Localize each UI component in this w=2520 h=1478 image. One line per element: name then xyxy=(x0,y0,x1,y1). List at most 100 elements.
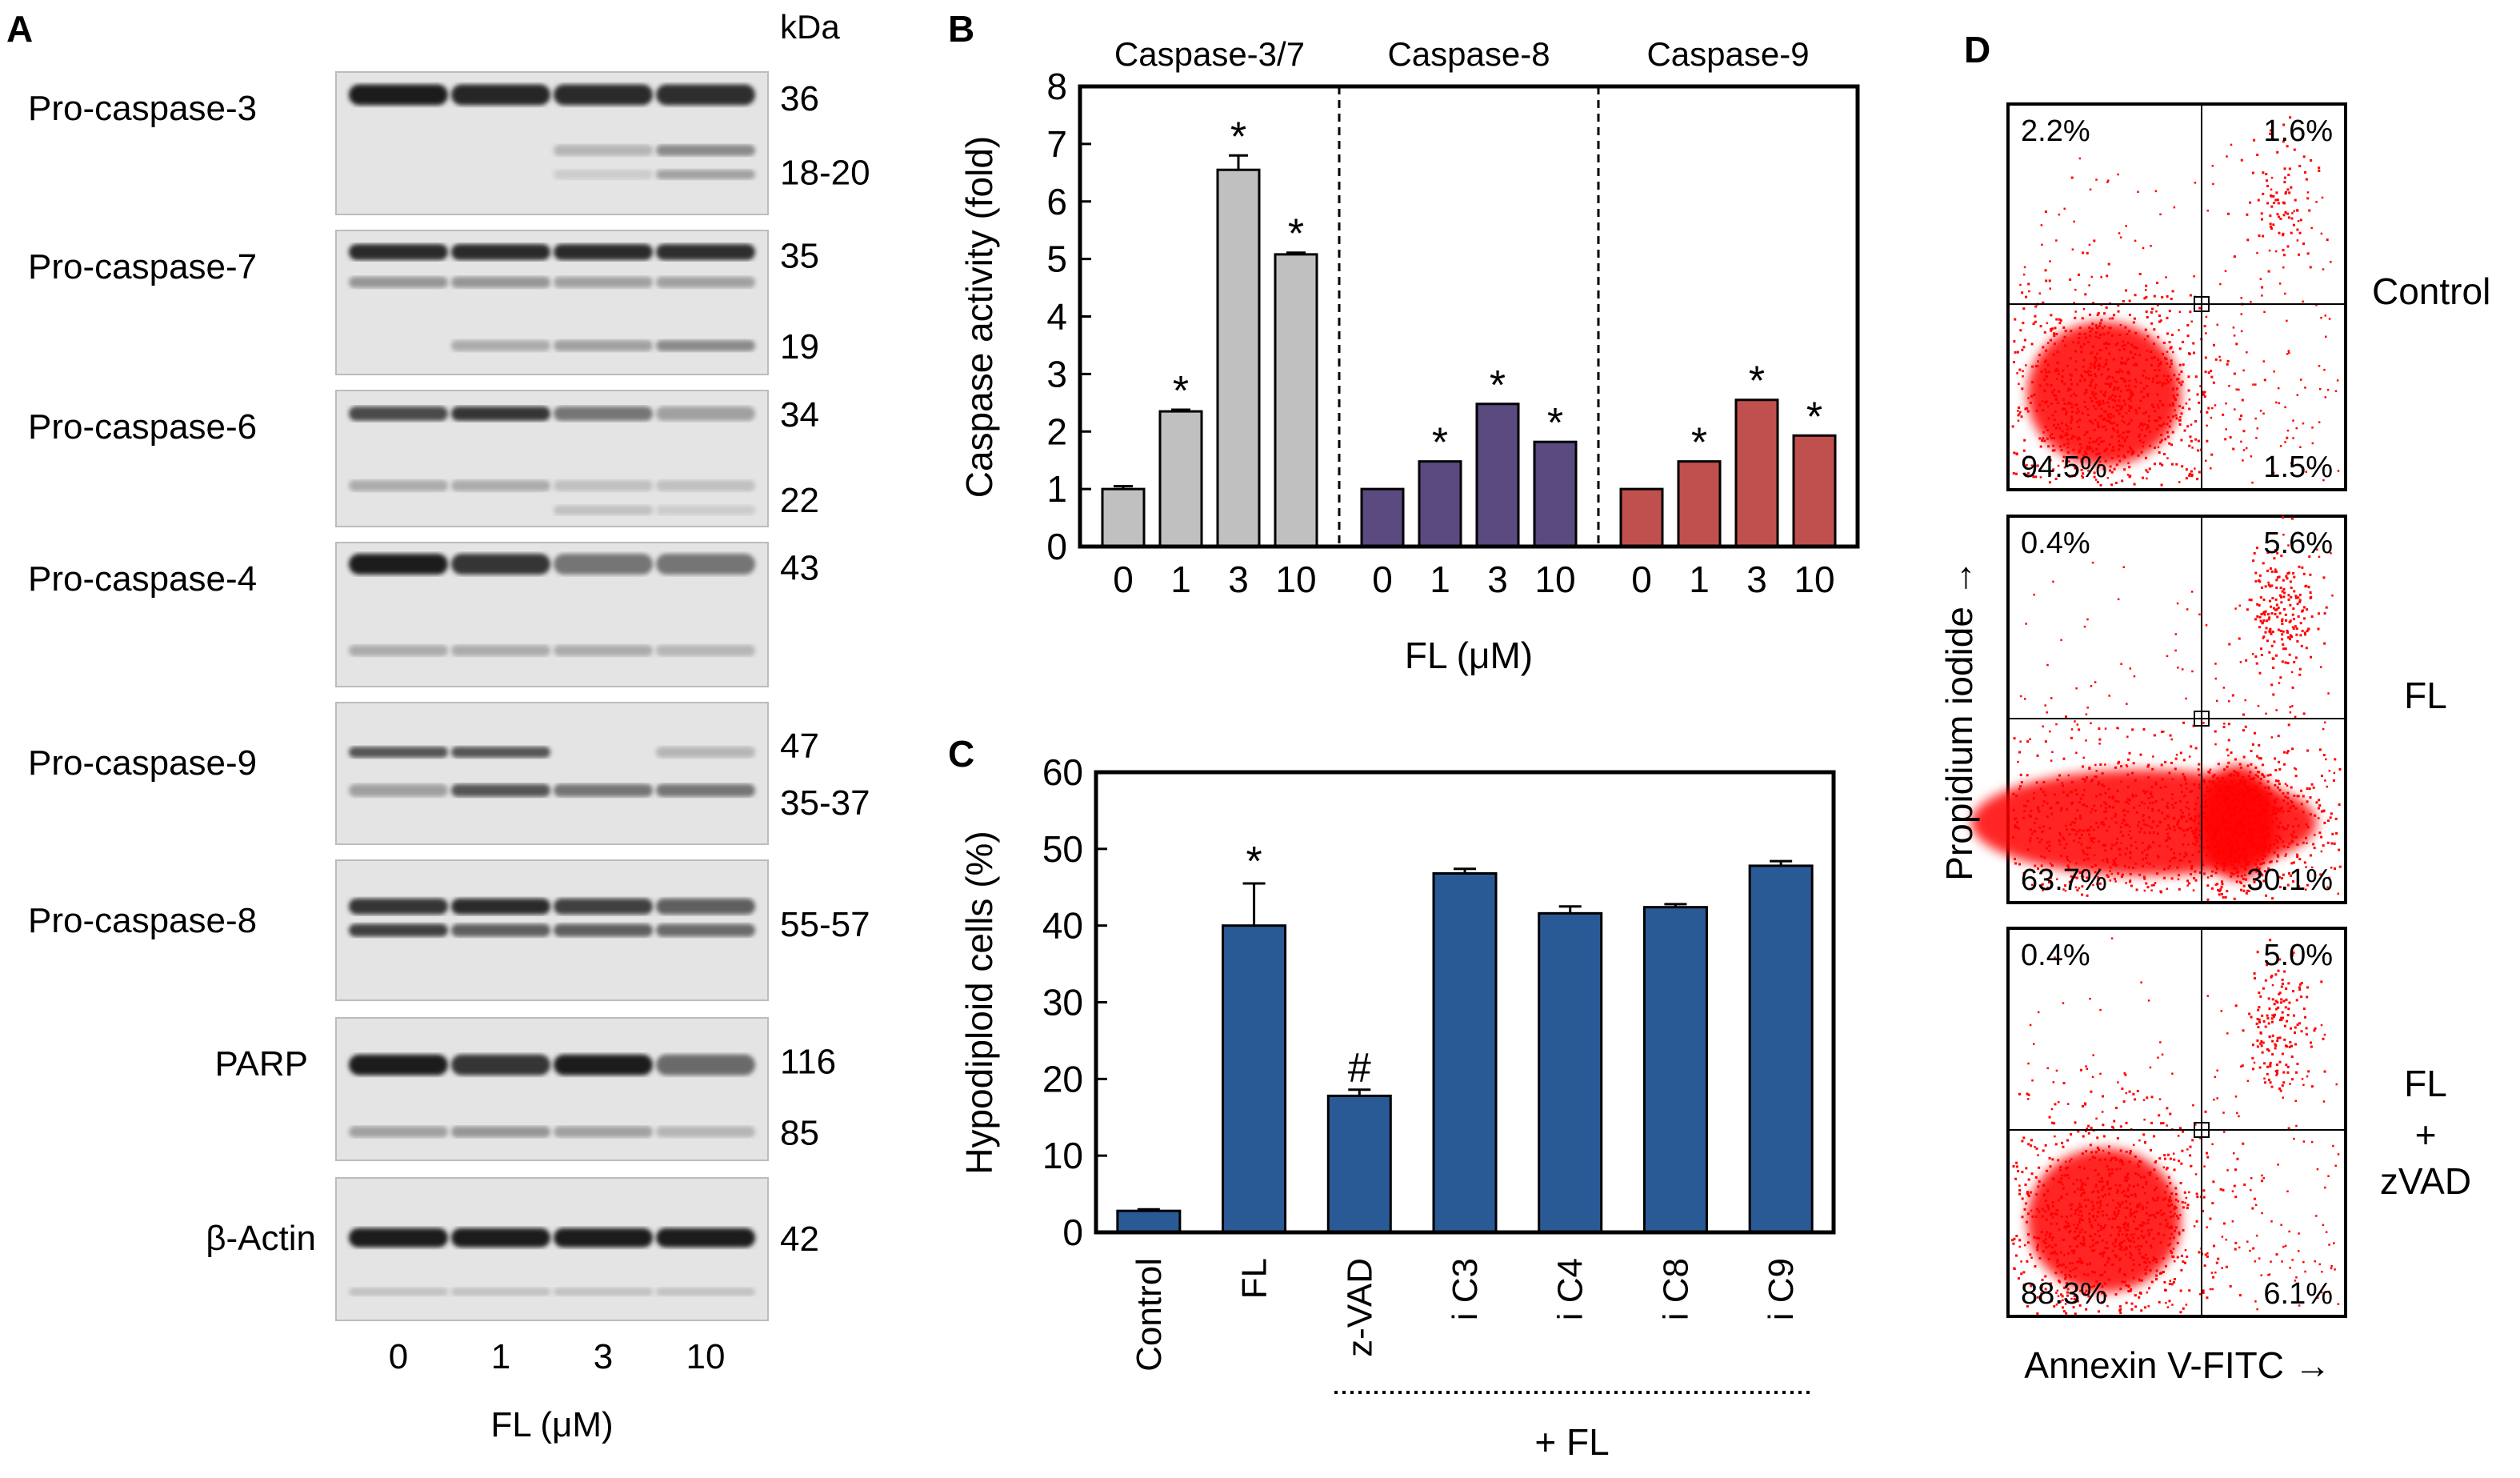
dot-cloud xyxy=(1971,516,2342,901)
event-dot xyxy=(2065,843,2068,846)
event-dot xyxy=(2146,790,2149,793)
event-dot xyxy=(2170,359,2173,362)
event-dot xyxy=(2125,411,2128,415)
event-dot xyxy=(2263,847,2266,851)
event-dot xyxy=(2097,1230,2100,1233)
event-dot xyxy=(2117,1232,2120,1236)
event-dot xyxy=(2316,548,2318,551)
event-dot xyxy=(2237,847,2240,850)
event-dot xyxy=(2037,1011,2040,1014)
event-dot xyxy=(2110,449,2114,452)
x-tick-label: 3 xyxy=(1746,559,1767,600)
event-dot xyxy=(2282,254,2286,257)
event-dot xyxy=(2078,1221,2081,1224)
event-dot xyxy=(2065,411,2068,414)
event-dot xyxy=(2121,445,2124,448)
event-dot xyxy=(2042,804,2044,807)
event-dot xyxy=(2074,833,2078,836)
event-dot xyxy=(2270,176,2274,179)
event-dot xyxy=(2246,1079,2250,1083)
event-dot xyxy=(2058,213,2061,216)
event-dot xyxy=(2262,826,2266,829)
event-dot xyxy=(2170,443,2174,447)
event-dot xyxy=(2169,827,2172,830)
event-dot xyxy=(2082,1135,2085,1138)
event-dot xyxy=(2074,1121,2077,1124)
event-dot xyxy=(2133,806,2136,809)
event-dot xyxy=(2130,1233,2133,1236)
x-tick-label: 1 xyxy=(1689,559,1710,600)
event-dot xyxy=(2114,1217,2117,1220)
event-dot xyxy=(2150,786,2154,789)
event-dot xyxy=(2043,856,2046,859)
event-dot xyxy=(2236,832,2239,835)
event-dot xyxy=(2078,449,2082,452)
event-dot xyxy=(2322,1100,2326,1103)
x-tick-label: 0 xyxy=(1372,559,1393,600)
event-dot xyxy=(2245,790,2248,793)
event-dot xyxy=(2246,787,2250,791)
event-dot xyxy=(2060,449,2063,452)
event-dot xyxy=(2238,1294,2242,1297)
event-dot xyxy=(2083,332,2086,335)
event-dot xyxy=(2083,370,2086,373)
panel-letter-b: B xyxy=(948,8,974,50)
event-dot xyxy=(2066,794,2069,797)
event-dot xyxy=(2084,293,2087,296)
event-dot xyxy=(2114,1107,2118,1110)
event-dot xyxy=(2225,787,2228,791)
event-dot xyxy=(2118,399,2121,403)
event-dot xyxy=(2108,420,2111,423)
event-dot xyxy=(2044,1242,2047,1245)
event-dot xyxy=(2089,366,2092,369)
event-dot xyxy=(2063,1286,2066,1289)
event-dot xyxy=(2322,479,2325,482)
event-dot xyxy=(2206,424,2208,427)
event-dot xyxy=(2235,805,2238,808)
event-dot xyxy=(2130,1302,2134,1305)
event-dot xyxy=(2324,1186,2326,1189)
event-dot xyxy=(2094,358,2098,362)
event-dot xyxy=(2305,647,2308,650)
event-dot xyxy=(2266,202,2270,205)
event-dot xyxy=(2053,332,2056,335)
event-dot xyxy=(2113,429,2116,432)
event-dot xyxy=(2266,1017,2270,1020)
event-dot xyxy=(2047,1257,2050,1260)
event-dot xyxy=(2251,653,2254,655)
event-dot xyxy=(2129,1150,2132,1153)
event-dot xyxy=(2306,197,2310,200)
event-dot xyxy=(2030,832,2034,835)
event-dot xyxy=(2095,447,2098,451)
event-dot xyxy=(2292,223,2295,226)
event-dot xyxy=(2069,1276,2072,1279)
event-dot xyxy=(2112,415,2115,418)
event-dot xyxy=(2042,346,2045,349)
event-dot xyxy=(2174,767,2177,771)
event-dot xyxy=(2131,793,2134,796)
event-dot xyxy=(2264,585,2267,588)
event-dot xyxy=(2068,1273,2071,1276)
event-dot xyxy=(2022,816,2026,819)
event-dot xyxy=(2256,154,2259,157)
event-dot xyxy=(2042,781,2046,784)
event-dot xyxy=(2078,728,2081,731)
event-dot xyxy=(2050,314,2053,317)
event-dot xyxy=(2243,867,2246,870)
event-dot xyxy=(2082,1167,2086,1170)
event-dot xyxy=(2100,349,2102,351)
event-dot xyxy=(2277,628,2280,631)
event-dot xyxy=(2280,1018,2283,1021)
event-dot xyxy=(2149,802,2152,805)
event-dot xyxy=(2109,465,2112,468)
event-dot xyxy=(2197,768,2200,771)
blot-band xyxy=(554,1126,653,1138)
event-dot xyxy=(2027,1062,2030,1065)
event-dot xyxy=(2185,819,2188,823)
event-dot xyxy=(2026,455,2029,459)
event-dot xyxy=(2282,140,2285,143)
event-dot xyxy=(2063,1225,2066,1228)
event-dot xyxy=(2233,1184,2236,1188)
event-dot xyxy=(2132,451,2135,454)
event-dot xyxy=(2129,851,2132,855)
